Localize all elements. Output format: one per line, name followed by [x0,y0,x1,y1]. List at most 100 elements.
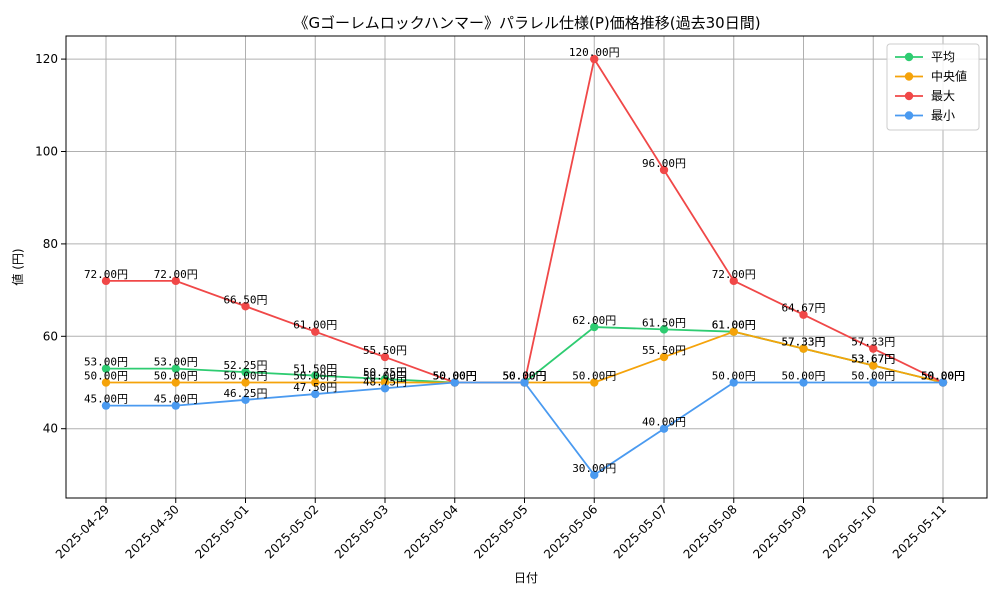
data-point [938,378,948,387]
x-tick-label: 2025-05-03 [332,502,391,561]
data-label: 55.50円 [642,344,686,357]
x-tick-label: 2025-05-04 [402,502,461,561]
data-label: 62.00円 [572,314,616,327]
data-point [241,302,250,311]
grid [66,36,987,498]
data-point [101,401,111,410]
data-point [659,352,669,362]
data-point [729,378,738,387]
x-axis-ticks: 2025-04-29 2025-04-30 2025-05-01 2025-05-02… [53,498,949,561]
y-tick-label: 80 [43,237,58,251]
legend-marker [904,72,914,81]
data-label: 50.00円 [921,370,965,383]
data-label: 50.00円 [921,370,965,383]
data-point [171,401,180,410]
data-point [241,395,250,405]
data-label: 50.00円 [433,370,477,383]
legend-label: 最大 [931,89,955,103]
data-label: 50.00円 [781,370,825,383]
data-point [241,378,250,387]
legend-marker [904,111,914,120]
data-label: 50.00円 [502,370,546,383]
data-label: 66.50円 [223,293,267,306]
chart-title: 《Gゴーレムロックハンマー》パラレル仕様(P)価格推移(過去30日間) [293,14,760,32]
y-tick-label: 40 [43,422,58,436]
data-label: 50.00円 [433,370,477,383]
data-label: 53.67円 [851,353,895,366]
data-point [659,165,669,175]
data-label: 61.00円 [712,319,756,332]
y-axis-label: 値 (円) [10,248,25,285]
data-point [311,389,320,399]
data-label: 30.00円 [572,462,616,475]
data-label: 50.00円 [502,370,546,383]
data-point [171,378,180,387]
series-lines [101,54,948,480]
data-label: 47.50円 [293,381,337,394]
data-point [799,378,808,387]
x-tick-label: 2025-05-11 [890,502,949,561]
x-axis-label: 日付 [514,571,538,585]
data-point [311,327,320,336]
data-label: 50.75円 [363,366,407,379]
data-label: 50.00円 [293,370,337,383]
data-point [659,325,669,334]
data-label: 120.00円 [569,46,620,59]
data-label: 50.00円 [433,370,477,383]
data-label: 57.33円 [781,336,825,349]
x-tick-label: 2025-05-01 [192,502,251,561]
data-point [380,378,390,387]
data-label: 96.00円 [642,157,686,170]
data-point [590,322,599,332]
y-tick-label: 100 [35,145,58,159]
data-point [590,54,599,64]
data-label: 50.00円 [921,370,965,383]
data-label: 72.00円 [712,268,756,281]
data-label: 53.67円 [851,353,895,366]
plot-frame [65,35,988,499]
legend-box [886,43,980,131]
data-point [101,364,111,373]
data-label: 50.00円 [572,370,616,383]
data-point [869,361,878,370]
data-label: 50.00円 [502,370,546,383]
data-label: 40.00円 [642,416,686,429]
legend-marker [904,91,914,101]
y-tick-label: 120 [35,52,58,66]
x-tick-label: 2025-05-09 [750,502,809,561]
x-tick-label: 2025-05-05 [471,502,530,561]
data-label: 50.00円 [84,370,128,383]
data-point [311,378,320,387]
data-label: 64.67円 [781,302,825,315]
data-label: 50.00円 [433,370,477,383]
data-label: 50.00円 [363,370,407,383]
data-point [729,276,738,286]
data-label: 51.50円 [293,363,337,376]
data-label: 61.00円 [712,319,756,332]
data-label: 53.00円 [84,356,128,369]
data-point [380,384,390,393]
y-axis-ticks: 40 60 80 100 120 [35,52,66,436]
data-label: 52.25円 [223,359,267,372]
data-label: 72.00円 [84,268,128,281]
data-label: 45.00円 [154,393,198,406]
data-point [450,378,459,387]
data-point [869,378,878,387]
data-point [590,378,599,387]
data-label: 45.00円 [84,393,128,406]
data-label: 50.00円 [921,370,965,383]
legend-label: 平均 [931,50,955,64]
data-label: 50.00円 [851,370,895,383]
data-point [241,367,250,377]
data-point [101,378,111,387]
data-labels: 53.00円 53.00円 52.25円 51.50円 50.75円 50.00円 50.0… [84,46,965,475]
data-point [799,310,808,319]
data-label: 48.75円 [363,375,407,388]
data-point [590,470,599,480]
data-label: 57.33円 [781,336,825,349]
data-label: 61.00円 [293,319,337,332]
legend-label: 中央値 [931,69,967,84]
